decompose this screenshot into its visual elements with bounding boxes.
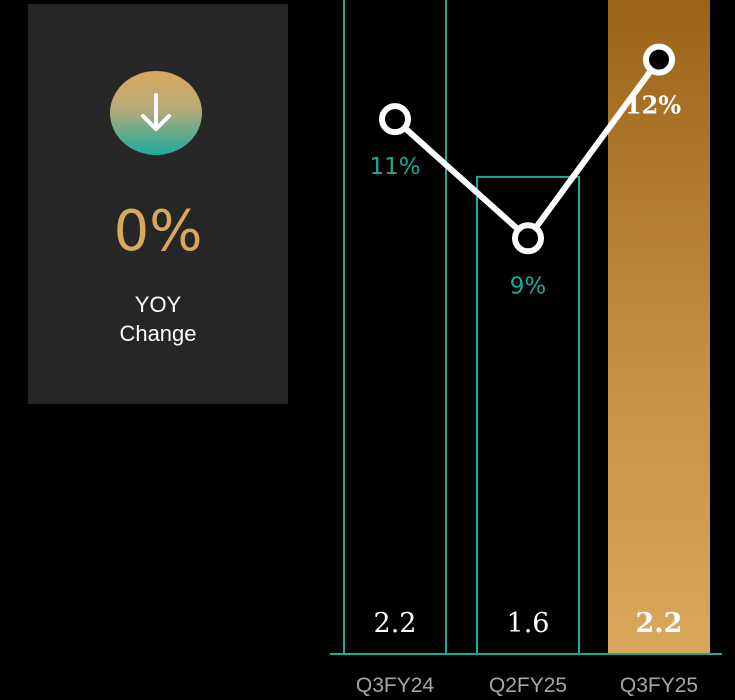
line-value-label: 12% bbox=[625, 91, 681, 120]
line-value-label: 11% bbox=[369, 154, 420, 180]
line-point bbox=[379, 103, 411, 136]
yoy-label-line2: Change bbox=[119, 321, 197, 346]
bar-value-label: 2.2 bbox=[636, 608, 683, 639]
line-point bbox=[512, 222, 544, 255]
arrow-down-icon bbox=[110, 71, 202, 155]
bar-value-label: 2.2 bbox=[374, 608, 417, 639]
yoy-change-value: 0% bbox=[113, 199, 203, 264]
yoy-change-label: YOY Change bbox=[28, 290, 288, 348]
yoy-kpi-card bbox=[28, 4, 288, 404]
yoy-label-line1: YOY bbox=[134, 292, 182, 317]
bar-value-label: 1.6 bbox=[507, 608, 550, 639]
line-point bbox=[643, 43, 675, 76]
line-value-label: 9% bbox=[510, 273, 547, 299]
bar-q3fy24 bbox=[343, 0, 447, 655]
x-tick-label: Q3FY24 bbox=[356, 674, 435, 697]
bar-q2fy25 bbox=[476, 175, 580, 655]
x-tick-label: Q2FY25 bbox=[489, 674, 567, 697]
x-tick-label: Q3FY25 bbox=[620, 674, 698, 697]
